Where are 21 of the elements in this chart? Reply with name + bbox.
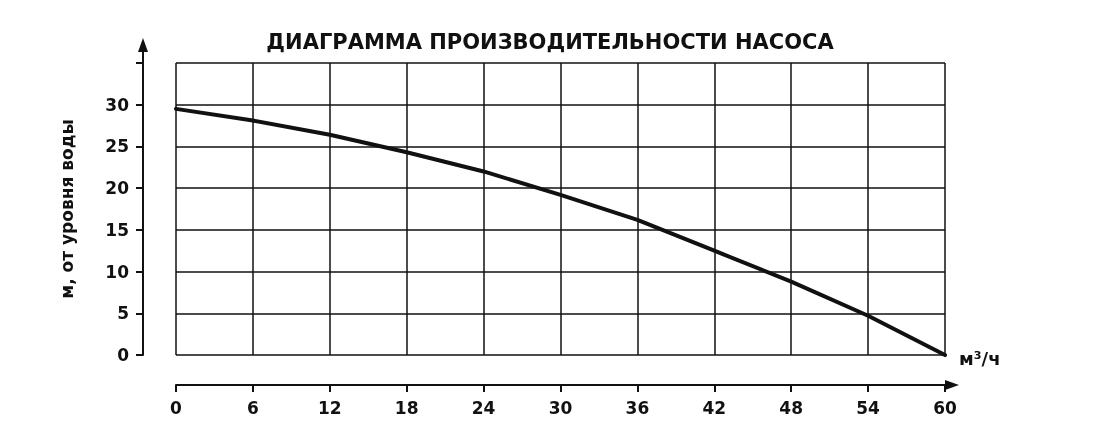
x-tick-label: 6: [246, 397, 259, 418]
y-tick-label: 0: [117, 345, 130, 365]
x-tick-label: 18: [394, 397, 419, 418]
x-tick-label: 42: [702, 397, 727, 418]
chart-title: ДИАГРАММА ПРОИЗВОДИТЕЛЬНОСТИ НАСОСА: [266, 29, 835, 54]
x-tick-label: 0: [170, 397, 183, 418]
x-tick-label: 48: [779, 397, 804, 418]
x-tick-label: 60: [933, 397, 957, 418]
x-tick-label: 24: [471, 397, 496, 418]
x-tick-label: 54: [856, 397, 881, 418]
x-tick-label: 30: [548, 397, 573, 418]
x-tick-label: 36: [625, 397, 650, 418]
y-tick-label: 25: [105, 136, 129, 157]
y-axis-title: м, от уровня воды: [56, 119, 77, 299]
y-tick-label: 15: [105, 219, 129, 240]
y-tick-label: 20: [105, 178, 130, 199]
x-tick-label: 12: [317, 397, 342, 418]
y-tick-label: 10: [105, 261, 130, 282]
y-tick-label: 5: [117, 303, 129, 324]
y-tick-label: 30: [105, 94, 130, 115]
x-axis-title: м³/ч: [959, 347, 1001, 369]
